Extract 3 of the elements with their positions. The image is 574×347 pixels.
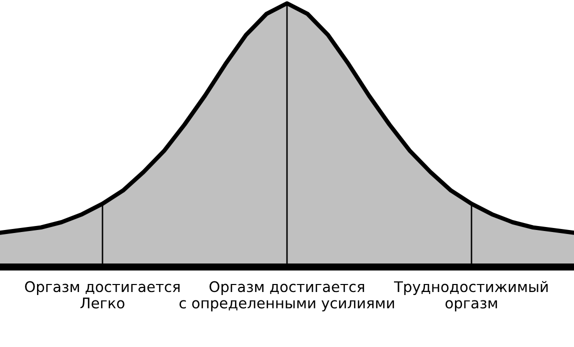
x-tick-label: Оргазм достигается с определенными усилиями — [180, 281, 394, 312]
x-tick-label: Оргазм достигается Легко — [25, 281, 180, 309]
x-tick-label: Труднодостижимый оргазм — [394, 280, 548, 312]
